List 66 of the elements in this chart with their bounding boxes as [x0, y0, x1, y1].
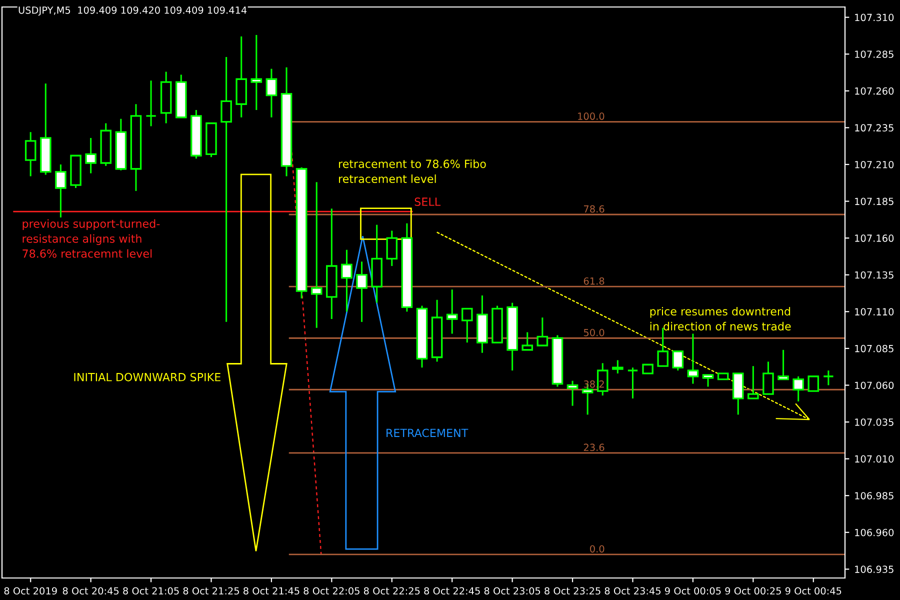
candlestick	[386, 230, 398, 267]
y-tick-label: 107.010	[855, 455, 894, 463]
candlestick	[85, 137, 96, 174]
x-tick-label: 8 Oct 2019	[4, 587, 57, 595]
candlestick	[536, 316, 548, 346]
candlestick	[310, 181, 322, 329]
candlestick	[356, 260, 368, 323]
annotation: 100.0	[578, 112, 604, 120]
x-tick-label: 8 Oct 23:45	[604, 587, 660, 595]
candlestick	[266, 68, 278, 118]
x-tick-label: 8 Oct 22:05	[304, 587, 360, 595]
annotation: INITIAL DOWNWARD SPIKE	[74, 372, 220, 382]
y-tick-label: 107.160	[855, 234, 894, 242]
candlestick	[55, 164, 66, 218]
x-tick-label: 9 Oct 00:05	[664, 587, 721, 595]
candlestick	[778, 349, 789, 380]
annotation: RETRACEMENT	[386, 428, 468, 438]
annotation: price resumes downtrend in direction of news trade	[650, 306, 791, 331]
candlestick	[822, 370, 834, 386]
y-tick-label: 107.035	[855, 418, 894, 426]
x-tick-label: 9 Oct 00:45	[785, 587, 842, 595]
x-tick-label: 8 Oct 21:05	[123, 587, 179, 595]
x-tick-label: 8 Oct 22:25	[364, 587, 420, 595]
x-tick-label: 8 Oct 21:25	[183, 587, 239, 595]
chart-title: USDJPY,M5 109.409 109.420 109.409 109.414	[18, 6, 247, 16]
x-tick-label: 8 Oct 23:05	[484, 587, 540, 595]
y-tick-label: 107.235	[855, 124, 894, 132]
y-tick-label: 107.085	[855, 344, 894, 352]
annotation: SELL	[414, 198, 441, 206]
candlestick	[522, 331, 534, 351]
candlestick	[792, 376, 804, 402]
candlestick	[220, 56, 232, 323]
y-tick-label: 107.185	[855, 198, 894, 206]
x-tick-label: 8 Oct 20:45	[62, 587, 119, 595]
candlestick	[250, 34, 262, 111]
y-tick-label: 106.960	[855, 528, 894, 536]
candlestick	[627, 366, 638, 400]
annotation: retracement to 78.6% Fibo retracement level	[339, 159, 486, 184]
annotation: 78.6	[584, 205, 604, 213]
y-tick-label: 107.110	[855, 308, 894, 316]
y-tick-label: 106.985	[855, 492, 894, 500]
y-tick-label: 107.135	[855, 271, 894, 279]
candlestick	[446, 288, 458, 334]
x-tick-label: 9 Oct 00:25	[725, 587, 781, 595]
y-tick-label: 107.310	[855, 14, 894, 22]
x-tick-label: 8 Oct 23:25	[544, 587, 600, 595]
annotation: 50.0	[584, 328, 604, 336]
annotation: 61.8	[584, 277, 604, 285]
candlestick	[145, 80, 157, 127]
x-tick-label: 8 Oct 21:45	[244, 587, 300, 595]
annotation: 23.6	[584, 444, 604, 452]
annotation: previous support-turned- resistance aligns with 78.6% retracemnt level	[22, 219, 160, 258]
candlestick	[566, 380, 578, 407]
candlestick	[702, 374, 714, 388]
y-tick-label: 107.285	[855, 50, 894, 58]
y-tick-label: 107.260	[855, 87, 894, 95]
y-tick-label: 107.210	[855, 160, 894, 168]
y-tick-label: 107.060	[855, 382, 894, 390]
x-tick-label: 8 Oct 22:45	[424, 587, 480, 595]
annotation: 0.0	[590, 545, 604, 553]
y-tick-label: 106.935	[855, 566, 894, 573]
candlestick	[462, 308, 473, 344]
candlestick	[24, 131, 36, 178]
candlestick	[612, 359, 624, 374]
candlestick	[808, 376, 820, 392]
candlestick	[341, 249, 352, 312]
